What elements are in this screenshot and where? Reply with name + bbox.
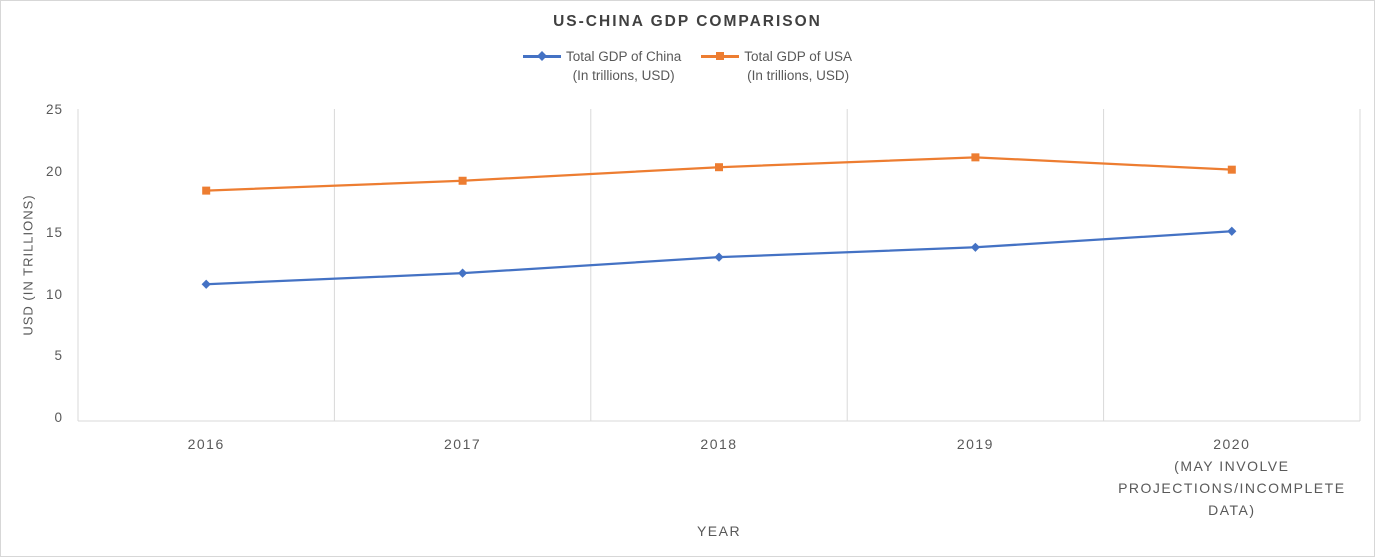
- data-point-marker: [715, 163, 723, 172]
- data-point-marker: [201, 279, 211, 289]
- data-point-marker: [714, 252, 724, 262]
- legend-entry-usa: Total GDP of USA (In trillions, USD): [701, 47, 852, 85]
- y-axis-title: USD (IN TRILLIONS): [20, 194, 36, 336]
- y-tick-label: 25: [45, 102, 63, 117]
- chart-title: US-CHINA GDP COMPARISON: [553, 13, 822, 30]
- legend-entry-china: Total GDP of China (In trillions, USD): [522, 47, 682, 85]
- legend-sublabel-china: (In trillions, USD): [572, 68, 675, 83]
- x-tick-label: 2018: [700, 436, 738, 452]
- data-point-marker: [971, 153, 980, 162]
- data-point-marker: [458, 176, 467, 185]
- data-point-marker: [458, 268, 468, 278]
- y-tick-label: 5: [54, 348, 63, 364]
- data-point-marker: [1227, 165, 1236, 174]
- usa-line-marker-icon: [701, 47, 740, 66]
- x-tick-label: 2020 (MAY INVOLVE PROJECTIONS/INCOMPLETE DA…: [1118, 436, 1346, 518]
- y-tick-label: 20: [45, 163, 63, 179]
- y-tick-label: 0: [54, 410, 63, 425]
- x-tick-label: 2019: [956, 436, 994, 452]
- data-point-marker: [202, 186, 211, 195]
- x-tick-label: 2016: [187, 436, 225, 452]
- x-axis-title: YEAR: [696, 523, 742, 539]
- y-tick-label: 10: [45, 286, 63, 302]
- legend-sublabel-usa: (In trillions, USD): [747, 68, 850, 83]
- china-line-marker-icon: [522, 47, 561, 66]
- legend-label-usa: Total GDP of USA: [744, 49, 853, 64]
- data-point-marker: [1227, 226, 1237, 236]
- data-point-marker: [970, 242, 980, 252]
- legend-label-china: Total GDP of China: [565, 49, 682, 64]
- chart-legend: Total GDP of China (In trillions, USD) T…: [1, 47, 1374, 85]
- y-tick-label: 15: [45, 225, 63, 241]
- series-1-line: [205, 156, 1233, 192]
- x-tick-label: 2017: [444, 436, 482, 452]
